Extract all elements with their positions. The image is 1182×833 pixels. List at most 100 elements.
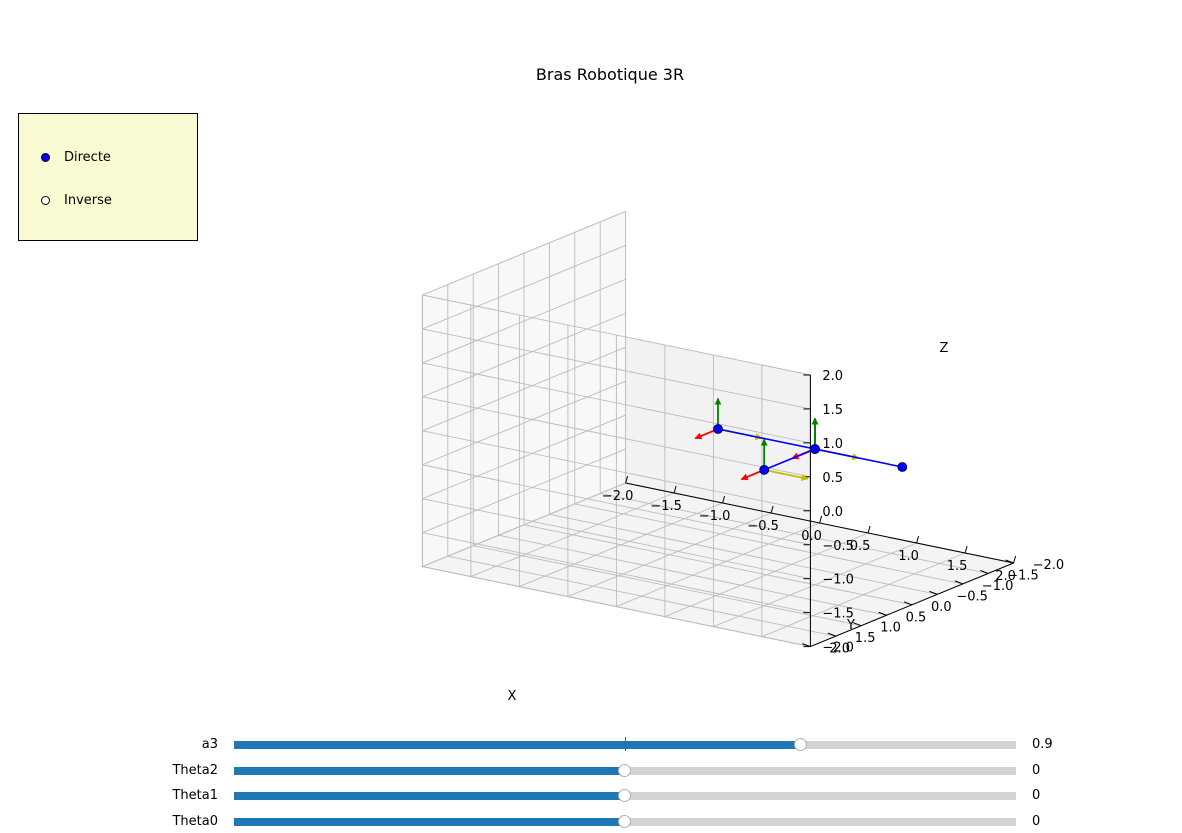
- y-axis-label: Y: [846, 618, 855, 633]
- y-tick-mark: [878, 611, 887, 616]
- z-tick-label: 1.0: [822, 437, 843, 452]
- z-axis-label: Z: [940, 341, 949, 356]
- x-tick-label: 1.5: [947, 559, 968, 574]
- z-tick-label: 0.0: [822, 505, 843, 520]
- slider-theta1: Theta1 0: [0, 786, 1182, 806]
- y-tick-mark: [827, 632, 836, 637]
- arm-joint-point-0: [713, 424, 723, 434]
- mode-radio-panel: Directe Inverse: [18, 113, 198, 241]
- y-tick-mark: [853, 622, 862, 627]
- grid-line: [422, 210, 626, 296]
- x-tick-mark: [819, 515, 823, 524]
- x-tick-label: −2.0: [602, 489, 634, 504]
- grid-line: [498, 534, 887, 616]
- slider-theta1-track[interactable]: [234, 789, 1016, 802]
- radio-inverse-label: Inverse: [64, 192, 112, 208]
- y-tick-label: 0.5: [906, 610, 927, 625]
- slider-theta1-value: 0: [1032, 788, 1041, 803]
- grid-line: [422, 278, 626, 364]
- slider-theta2-track[interactable]: [234, 764, 1016, 777]
- grid-line: [473, 545, 862, 627]
- slider-a3: a3 0.9: [0, 735, 1182, 755]
- z-tick-label: −1.0: [822, 573, 854, 588]
- slider-theta2: Theta2 0: [0, 761, 1182, 781]
- y-tick-mark: [1005, 559, 1014, 564]
- y-tick-mark: [954, 580, 963, 585]
- robot-arm-3d-plot[interactable]: Bras Robotique 3R −2.0−1.5−1.0−0.50.00.5…: [0, 0, 1182, 740]
- y-tick-label: −2.0: [1033, 558, 1065, 573]
- x-tick-mark: [673, 485, 677, 494]
- chart-title: Bras Robotique 3R: [536, 65, 684, 84]
- z-tick-label: −1.5: [822, 607, 854, 622]
- y-tick-label: −1.5: [1007, 569, 1039, 584]
- z-tick-label: 1.5: [822, 403, 843, 418]
- axis-lines: [625, 374, 1017, 648]
- slider-theta2-knob[interactable]: [618, 764, 631, 777]
- x-tick-mark: [867, 525, 871, 534]
- y-tick-mark: [929, 590, 938, 595]
- x-tick-mark: [1013, 555, 1017, 564]
- slider-theta1-knob[interactable]: [618, 789, 631, 802]
- robot-arm: [694, 397, 908, 482]
- y-tick-label: 0.0: [931, 600, 952, 615]
- y-tick-label: 2.0: [829, 642, 850, 657]
- x-tick-mark: [770, 505, 774, 514]
- slider-a3-init-marker: [625, 737, 626, 751]
- z-tick-label: −0.5: [822, 539, 854, 554]
- x-tick-label: −1.5: [650, 499, 682, 514]
- x-tick-label: 0.0: [801, 529, 822, 544]
- frame-2-x-arrow: [764, 469, 809, 482]
- x-tick-label: 1.0: [898, 549, 919, 564]
- x-axis-label: X: [508, 689, 517, 704]
- slider-a3-fill: [234, 741, 801, 749]
- slider-theta0-track[interactable]: [234, 815, 1016, 828]
- grid-line: [713, 542, 917, 628]
- z-tick-label: 2.0: [822, 369, 843, 384]
- tick-labels: −2.0−1.5−1.0−0.50.00.51.01.52.0−2.0−1.5−…: [602, 369, 1064, 657]
- slider-theta0-fill: [234, 818, 625, 826]
- arm-joint-point-2: [759, 464, 770, 475]
- y-tick-mark: [980, 569, 989, 574]
- slider-theta0-label: Theta0: [172, 814, 218, 829]
- y-tick-label: −0.5: [956, 589, 988, 604]
- x-tick-mark: [964, 545, 968, 554]
- grid-line: [422, 430, 811, 512]
- x-tick-mark: [722, 495, 726, 504]
- slider-a3-track[interactable]: [234, 737, 1016, 751]
- arm-joint-point-4: [897, 462, 908, 472]
- grid-line: [422, 396, 811, 478]
- grid-line: [422, 312, 626, 398]
- radio-directe-label: Directe: [64, 149, 111, 165]
- slider-theta2-label: Theta2: [172, 763, 218, 778]
- y-tick-label: 1.0: [880, 621, 901, 636]
- slider-a3-knob[interactable]: [793, 738, 807, 751]
- slider-theta1-fill: [234, 792, 625, 800]
- x-tick-mark: [916, 535, 920, 544]
- radio-directe[interactable]: Directe: [41, 147, 111, 167]
- y-tick-label: 1.5: [855, 631, 876, 646]
- slider-theta2-fill: [234, 767, 625, 775]
- grid-line: [422, 362, 811, 444]
- slider-theta2-value: 0: [1032, 763, 1041, 778]
- grid-line: [447, 555, 836, 637]
- x-tick-mark: [625, 475, 629, 484]
- grid-line: [664, 532, 869, 618]
- x-tick-label: 2.0: [995, 569, 1016, 584]
- z-tick-label: −2.0: [822, 641, 854, 656]
- grid-line: [422, 328, 811, 410]
- y-tick-label: −1.0: [982, 579, 1014, 594]
- slider-a3-value: 0.9: [1032, 737, 1053, 752]
- radio-inverse[interactable]: Inverse: [41, 190, 112, 210]
- z-tick-label: 0.5: [822, 471, 843, 486]
- slider-theta0: Theta0 0: [0, 812, 1182, 832]
- grid-line: [523, 524, 913, 606]
- grid-line: [422, 244, 626, 330]
- x-tick-label: −1.0: [699, 509, 731, 524]
- y-tick-mark: [903, 601, 913, 606]
- grid-line: [761, 552, 966, 638]
- radio-inverse-dot[interactable]: [41, 195, 50, 205]
- slider-a3-label: a3: [201, 737, 218, 752]
- slider-theta0-value: 0: [1032, 814, 1041, 829]
- radio-directe-dot[interactable]: [41, 152, 50, 162]
- slider-theta0-knob[interactable]: [618, 815, 631, 828]
